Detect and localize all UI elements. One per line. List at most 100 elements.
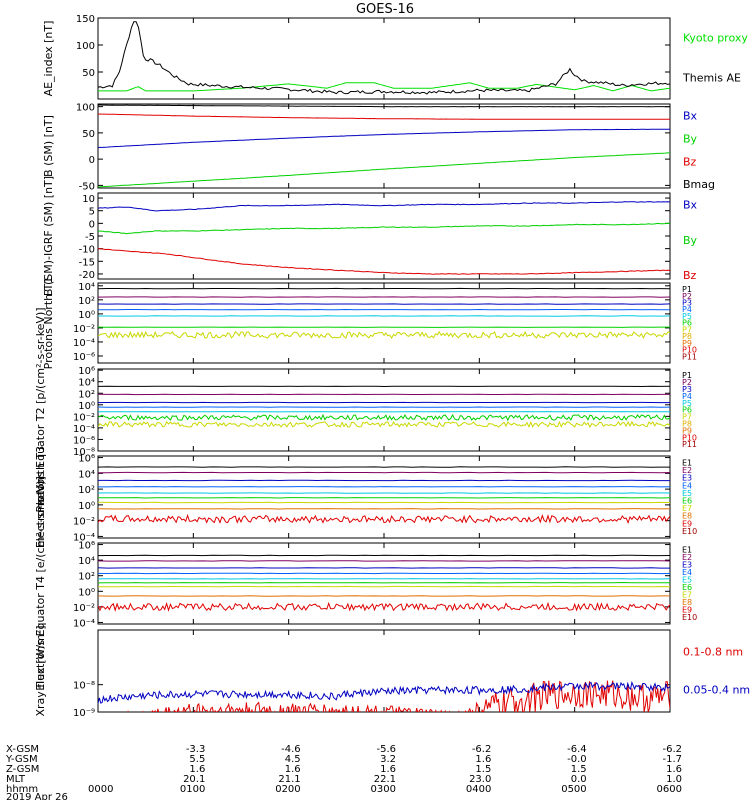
legend-entry: E3 [682, 474, 692, 483]
legend-entry: P4 [682, 305, 692, 314]
legend-entry: E6 [682, 496, 692, 505]
legend-entry: Bmag [683, 178, 715, 191]
series-line-bmag [98, 104, 670, 108]
panel-3: 10 50 -5 -10-15 -20 B (SM)-IGRF (SM) [nT] Bx By… [42, 176, 698, 296]
x-axis-value: 1.0 [666, 774, 682, 785]
y-tick-label: 10⁻⁸ [73, 681, 95, 692]
figure-title: GOES-16 [356, 2, 414, 17]
x-axis-value: -0.0 [567, 754, 587, 765]
x-axis-value: -1.7 [662, 754, 682, 765]
y-tick-label: -20 [79, 270, 95, 281]
legend-entry: P6 [682, 319, 692, 328]
legend-entry: P3 [682, 385, 692, 394]
x-axis-value: 1.6 [380, 764, 396, 775]
y-tick-label: 10⁻² [73, 603, 95, 614]
legend-entry: Bx [683, 110, 698, 123]
legend-entry: P8 [682, 419, 692, 428]
x-axis-value: 0400 [466, 784, 491, 795]
legend-entry: E2 [682, 553, 692, 562]
x-axis-value: 0300 [371, 784, 396, 795]
legend-entry: Bx [683, 199, 698, 212]
legend-entry: By [683, 132, 698, 145]
legend-entry: E7 [682, 504, 692, 513]
x-axis-value: -6.2 [662, 744, 682, 755]
legend-entry: P10 [682, 433, 697, 442]
legend-entry: P9 [682, 339, 692, 348]
y-axis-label: Protons North T1 [42, 277, 55, 370]
y-tick-label: 10⁻² [73, 412, 95, 423]
legend-entry: E2 [682, 466, 692, 475]
y-tick-label: 10⁻² [73, 517, 95, 528]
legend-entry: E6 [682, 583, 692, 592]
series-line-0-05-0-4-nm [98, 680, 670, 704]
x-axis-value: 0.0 [571, 774, 587, 785]
legend-entry: P4 [682, 392, 692, 401]
panel-7: 10⁶ 10⁴ 10² 10⁰ 10⁻² 10⁻⁴ Electrons Equator T4… [34, 476, 697, 691]
x-axis-value: -6.2 [472, 744, 492, 755]
legend-entry: E3 [682, 560, 692, 569]
x-axis-value: 1.5 [475, 764, 491, 775]
x-axis-value: -5.6 [376, 744, 396, 755]
x-axis-value: 1.6 [475, 754, 491, 765]
legend-entry: P11 [682, 440, 697, 449]
panel-frame [97, 368, 671, 452]
y-tick-label: 10⁻⁶ [73, 435, 95, 446]
x-axis-annotation: X-GSM -3.3 -4.6 -5.6 -6.2 -6.4 -6.2 Y-GSM 5.5 4.5… [5, 744, 682, 800]
series-line-p6 [98, 413, 670, 422]
legend-entry: P2 [682, 378, 692, 387]
y-tick-label: -5 [85, 232, 95, 243]
series-line-bz [98, 113, 670, 120]
y-tick-label: 50 [82, 129, 95, 140]
legend-entry: 0.05-0.4 nm [683, 684, 750, 697]
y-tick-label: 10⁻⁶ [73, 352, 95, 363]
series-line-kyoto-proxy-ae [98, 82, 670, 92]
legend-entry: P3 [682, 298, 692, 307]
legend-entry: Themis AE [682, 72, 741, 85]
y-axis-label: Electrons North T3 [34, 446, 47, 548]
y-tick-label: 100 [76, 41, 95, 52]
series-line-e9 [98, 513, 670, 524]
x-axis-value: 0600 [657, 784, 682, 795]
legend-entry: E10 [682, 527, 697, 536]
series-line-p7 [98, 330, 670, 340]
series-line-themis-ae [98, 21, 670, 95]
panel-frame [97, 455, 671, 539]
y-axis-label: Electrons Equator T4 [e/(cm²-s-sr-keV)] [34, 476, 47, 691]
panel-8: 10⁻⁸ 10⁻⁹ Xray flux [W/m²] 0.1-0.8 nm 0.05-0… [34, 625, 750, 719]
y-tick-label: 0 [89, 219, 95, 230]
y-tick-label: 10² [78, 485, 95, 496]
panel-frame [97, 629, 671, 713]
series-line-by [98, 152, 670, 188]
legend-entry: Bz [683, 155, 697, 168]
x-axis-value: 20.1 [183, 774, 205, 785]
panel-2: 100 50 0 -50 B (SM) [nT] Bx By Bz Bmag [42, 103, 715, 193]
legend-entry: P7 [682, 325, 692, 334]
y-tick-label: 5 [89, 207, 95, 218]
x-axis-value: 1.6 [285, 764, 301, 775]
legend-entry: E8 [682, 512, 692, 521]
x-axis-row-label: hhmm [6, 784, 38, 795]
legend-entry: P5 [682, 312, 692, 321]
legend-entry: E5 [682, 489, 692, 498]
series-line-by [98, 222, 670, 235]
legend-entry: E8 [682, 598, 692, 607]
y-tick-label: -50 [79, 181, 95, 192]
series-line-e9 [98, 601, 670, 612]
legend-entry: P1 [682, 371, 692, 380]
x-axis-value: 0000 [88, 784, 113, 795]
y-tick-label: 10 [82, 194, 95, 205]
y-tick-label: -10 [79, 245, 95, 256]
legend-entry: Kyoto proxy AE [683, 32, 750, 45]
y-tick-label: 10⁶ [78, 454, 95, 465]
y-tick-label: 10⁶ [78, 366, 95, 377]
legend-entry: P10 [682, 346, 697, 355]
y-tick-label: 10⁰ [78, 401, 95, 412]
y-tick-label: 10⁶ [78, 541, 95, 552]
y-tick-label: 10⁻⁴ [73, 338, 95, 349]
legend-entry: P8 [682, 332, 692, 341]
legend-entry: E10 [682, 613, 697, 622]
y-tick-label: 10⁻⁹ [73, 708, 95, 719]
panel-frame [97, 17, 671, 100]
